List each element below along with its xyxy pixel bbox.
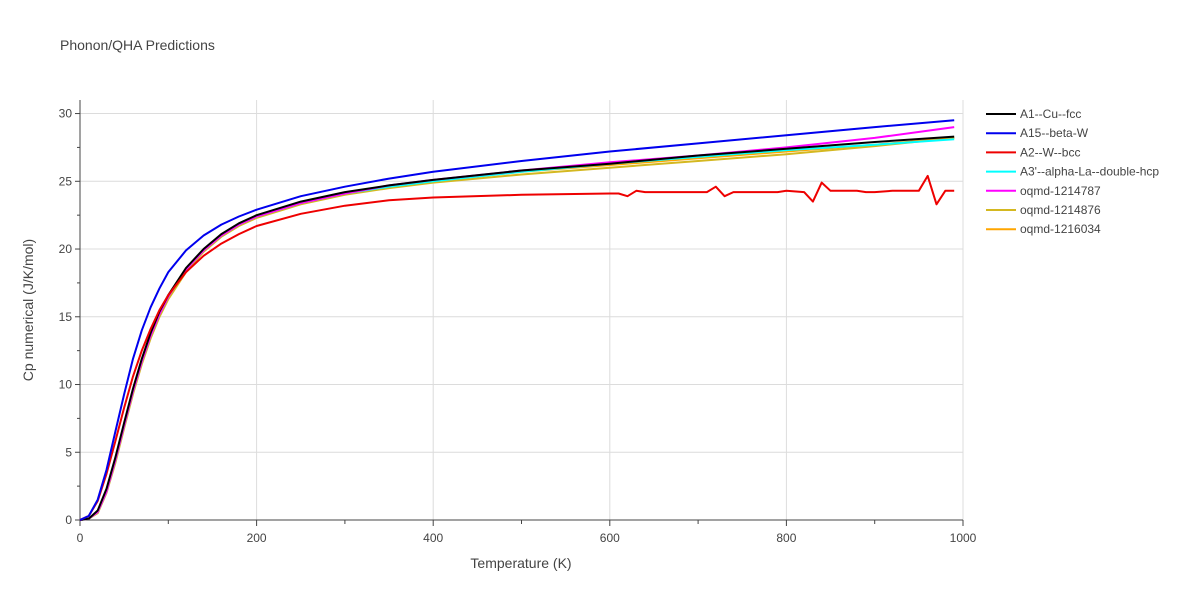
y-axis-title: Cp numerical (J/K/mol) xyxy=(20,239,36,381)
y-tick-label: 25 xyxy=(59,174,73,188)
x-tick-label: 600 xyxy=(600,531,620,545)
legend-label: A1--Cu--fcc xyxy=(1020,107,1081,121)
series-lines xyxy=(79,119,955,521)
series-line-4 xyxy=(79,126,955,521)
y-tick-label: 0 xyxy=(65,513,72,527)
legend-item[interactable]: A1--Cu--fcc xyxy=(986,107,1081,121)
x-tick-label: 200 xyxy=(247,531,267,545)
legend-item[interactable]: A15--beta-W xyxy=(986,126,1089,140)
legend-label: A3'--alpha-La--double-hcp xyxy=(1020,165,1159,179)
x-tick-label: 0 xyxy=(77,531,84,545)
y-tick-label: 30 xyxy=(59,107,73,121)
legend-item[interactable]: oqmd-1216034 xyxy=(986,222,1101,236)
legend-label: oqmd-1216034 xyxy=(1020,222,1101,236)
legend[interactable]: A1--Cu--fcc A15--beta-W A2--W--bcc A3'--alp… xyxy=(986,107,1159,236)
grid xyxy=(80,100,964,520)
chart-title: Phonon/QHA Predictions xyxy=(60,37,215,53)
series-line-2 xyxy=(79,174,955,521)
x-tick-label: 400 xyxy=(423,531,443,545)
legend-item[interactable]: A2--W--bcc xyxy=(986,145,1080,159)
legend-label: A2--W--bcc xyxy=(1020,145,1080,159)
series-line-3 xyxy=(79,138,955,521)
y-tick-label: 20 xyxy=(59,242,73,256)
series-line-0 xyxy=(79,135,955,521)
legend-label: oqmd-1214787 xyxy=(1020,184,1101,198)
legend-label: oqmd-1214876 xyxy=(1020,203,1101,217)
legend-item[interactable]: A3'--alpha-La--double-hcp xyxy=(986,165,1159,179)
legend-item[interactable]: oqmd-1214787 xyxy=(986,184,1101,198)
legend-item[interactable]: oqmd-1214876 xyxy=(986,203,1101,217)
axes: 0 200 400 600 800 1000 0 5 10 15 20 25 30 xyxy=(59,100,977,545)
x-axis-title: Temperature (K) xyxy=(470,555,571,571)
legend-label: A15--beta-W xyxy=(1020,126,1089,140)
y-tick-label: 5 xyxy=(65,445,72,459)
x-tick-label: 800 xyxy=(776,531,796,545)
x-tick-label: 1000 xyxy=(950,531,977,545)
y-tick-label: 10 xyxy=(59,378,73,392)
series-line-1 xyxy=(79,119,955,521)
y-tick-label: 15 xyxy=(59,310,73,324)
